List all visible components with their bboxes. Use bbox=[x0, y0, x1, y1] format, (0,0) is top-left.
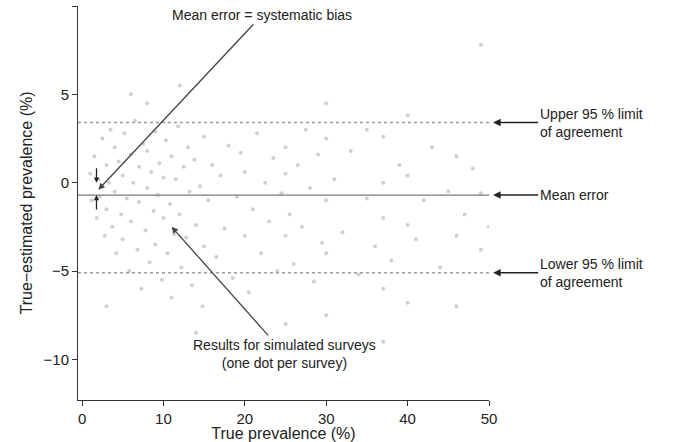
svg-text:−5: −5 bbox=[52, 262, 69, 279]
svg-text:5: 5 bbox=[61, 86, 69, 103]
svg-text:20: 20 bbox=[236, 410, 253, 427]
svg-text:Lower 95 % limitof agreement: Lower 95 % limitof agreement bbox=[540, 256, 643, 290]
svg-text:Upper 95 % limitof agreement: Upper 95 % limitof agreement bbox=[540, 106, 643, 140]
svg-text:50: 50 bbox=[481, 410, 498, 427]
svg-text:−10: −10 bbox=[44, 351, 69, 368]
svg-text:True−estimated prevalence (%): True−estimated prevalence (%) bbox=[18, 91, 35, 314]
svg-text:Mean error = systematic bias: Mean error = systematic bias bbox=[172, 7, 352, 23]
svg-text:40: 40 bbox=[399, 410, 416, 427]
svg-text:30: 30 bbox=[318, 410, 335, 427]
svg-text:10: 10 bbox=[155, 410, 172, 427]
svg-text:Results for simulated surveys(: Results for simulated surveys(one dot pe… bbox=[193, 337, 376, 371]
svg-text:0: 0 bbox=[61, 174, 69, 191]
svg-text:Mean error: Mean error bbox=[540, 187, 609, 203]
svg-text:True prevalence (%): True prevalence (%) bbox=[211, 425, 355, 442]
svg-text:0: 0 bbox=[78, 410, 86, 427]
